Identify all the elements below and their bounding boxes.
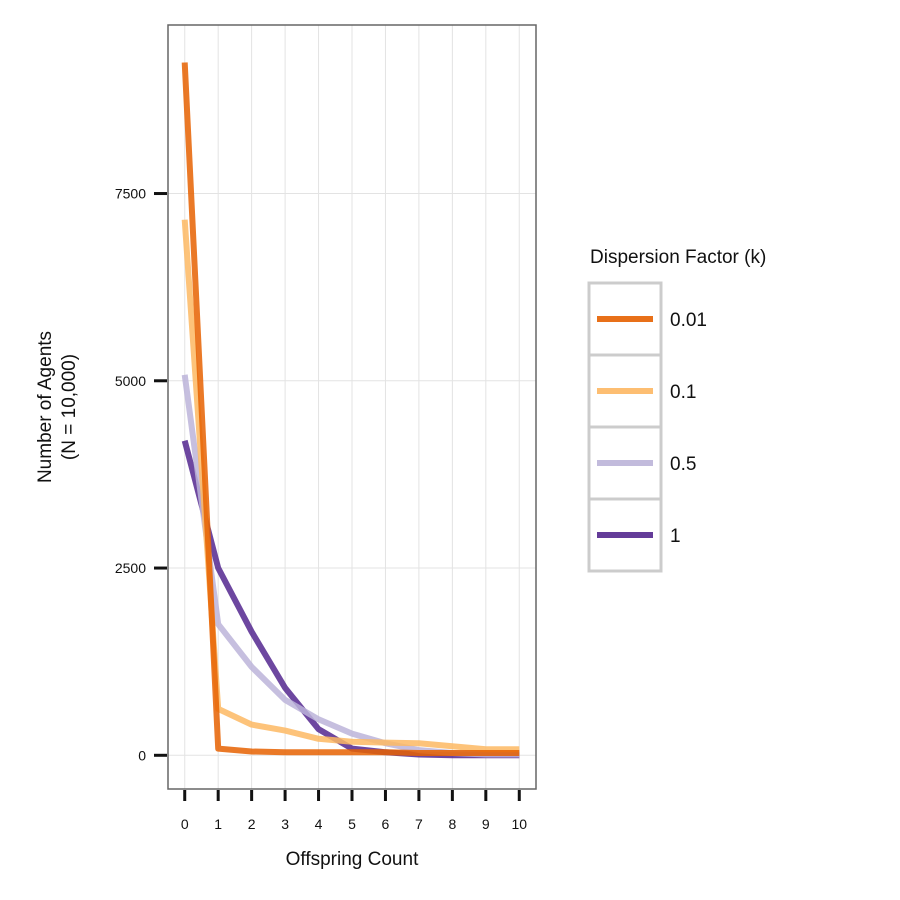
legend-label-0.1: 0.1 (670, 382, 696, 403)
x-tick-label: 1 (214, 816, 222, 832)
x-tick-label: 3 (281, 816, 289, 832)
y-tick-label: 0 (138, 747, 146, 763)
y-axis-title-line-1: Number of Agents (35, 331, 56, 483)
x-tick-label: 4 (315, 816, 323, 832)
x-tick-label: 8 (448, 816, 456, 832)
legend-label-1: 1 (670, 526, 681, 547)
series-line-0.01 (181, 62, 520, 756)
x-tick-label: 6 (382, 816, 390, 832)
y-axis-title-line-2: (N = 10,000) (59, 354, 80, 460)
grid-lines (168, 25, 536, 789)
plot-frame (167, 24, 537, 790)
y-tick-label: 7500 (115, 186, 146, 202)
y-tick-label: 5000 (115, 373, 146, 389)
axes: 0 1 2 3 4 5 6 7 8 9 10 0 2500 5000 7500 (115, 186, 527, 832)
legend-label-0.01: 0.01 (670, 310, 707, 331)
x-tick-label: 9 (482, 816, 490, 832)
x-tick-label: 5 (348, 816, 356, 832)
x-tick-label: 10 (511, 816, 527, 832)
x-tick-label: 0 (181, 816, 189, 832)
legend: Dispersion Factor (k) 0.01 0.1 0.5 1 (587, 247, 766, 573)
legend-label-0.5: 0.5 (670, 454, 696, 475)
x-tick-label: 7 (415, 816, 423, 832)
x-tick-label: 2 (248, 816, 256, 832)
legend-title: Dispersion Factor (k) (590, 247, 766, 268)
x-axis-title: Offspring Count (286, 849, 419, 870)
y-tick-label: 2500 (115, 560, 146, 576)
series-lines (181, 62, 520, 759)
series-line-0.1 (181, 219, 520, 753)
